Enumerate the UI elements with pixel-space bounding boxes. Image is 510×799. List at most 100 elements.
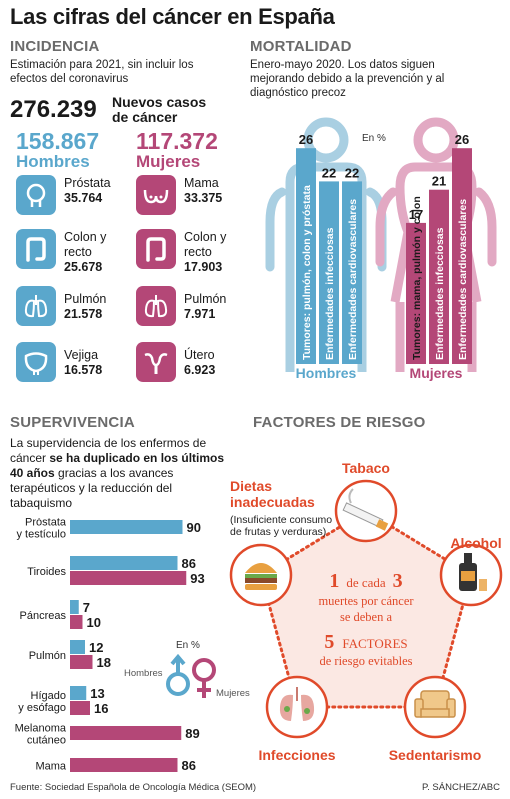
factor-dietas-note: (Insuficiente consumo de frutas y verdur… (230, 514, 333, 538)
supervivencia-heading: SUPERVIVENCIA (10, 414, 135, 431)
surv-bar-1-2 (70, 615, 83, 629)
cigarette-icon (342, 488, 389, 531)
factores-diagram: Tabaco Alcohol Sedentarismo Infecciones … (229, 460, 503, 763)
surv-bar-1-4 (70, 701, 90, 715)
men-organ-3: Pulmón 21.578 (64, 292, 107, 321)
mortalidad-men-label: Hombres (296, 365, 357, 381)
surv-value-0-4: 13 (90, 686, 104, 701)
mortalidad-heading: MORTALIDAD (250, 38, 352, 55)
mortalidad-unit: En % (362, 133, 386, 144)
men-label: Hombres (16, 152, 90, 171)
supervivencia-unit: En % (176, 640, 200, 651)
men-organ-4: Vejiga 16.578 (64, 348, 103, 377)
men-organ-2: Colon y recto 25.678 (64, 230, 107, 274)
footer-credit: P. SÁNCHEZ/ABC (422, 782, 500, 793)
breast-icon (136, 175, 176, 215)
colon-icon (136, 229, 176, 269)
infected-lungs-icon (279, 687, 315, 721)
surv-category-4: Hígado y esófago (18, 690, 66, 714)
lung-icon (16, 286, 56, 326)
mort-bar-0-0 (296, 148, 316, 364)
mortalidad-desc: Enero-mayo 2020. Los datos siguen mejora… (250, 59, 445, 99)
surv-value-0-1: 86 (182, 556, 196, 571)
surv-category-2: Páncreas (20, 610, 67, 622)
lung-icon (136, 286, 176, 326)
center-line2: muertes por cáncer (318, 594, 414, 608)
center-line4: 5 FACTORES (324, 631, 407, 653)
prostate-icon (16, 175, 56, 215)
mort-bar-value-1-2: 26 (455, 132, 469, 147)
mort-bar-label-0-2: Enfermedades cardiovasculares (347, 199, 359, 360)
legend-men: Hombres (124, 668, 163, 679)
surv-bar-1-3 (70, 655, 93, 669)
bladder-icon (16, 342, 56, 382)
surv-value-0-0: 90 (187, 520, 201, 535)
male-symbol-icon (166, 653, 190, 696)
supervivencia-chart: Próstata y testículo 90Tiroides8693Páncrea… (15, 518, 250, 773)
mort-bar-label-0-0: Tumores: pulmón, colon y próstata (301, 185, 313, 360)
surv-category-0: Próstata y testículo (16, 518, 66, 541)
men-total: 158.867 (16, 128, 100, 154)
infecciones-node (265, 675, 329, 739)
factor-tabaco: Tabaco (342, 460, 390, 476)
mort-bar-value-1-1: 21 (432, 174, 446, 189)
factor-sedentarismo: Sedentarismo (389, 747, 482, 763)
women-total: 117.372 (136, 128, 218, 154)
surv-category-6: Mama (35, 761, 66, 773)
surv-bar-1-5 (70, 726, 182, 740)
mort-bar-0-1 (319, 181, 339, 364)
total-cases: 276.239 (10, 96, 97, 123)
mort-bar-value-0-0: 26 (299, 132, 313, 147)
colon-icon (16, 229, 56, 269)
armchair-icon (414, 690, 456, 718)
surv-bar-0-3 (70, 640, 85, 654)
mort-bar-value-0-2: 22 (345, 165, 359, 180)
men-organ-1: Próstata 35.764 (64, 176, 111, 205)
mort-bar-value-1-0: 17 (409, 207, 423, 222)
women-organ-2: Colon y recto 17.903 (184, 230, 227, 274)
surv-bar-0-0 (70, 520, 183, 534)
center-line3: se deben a (340, 610, 393, 624)
mort-bar-1-0 (406, 222, 426, 364)
mort-bar-label-1-1: Enfermedades infecciosas (434, 227, 446, 360)
women-organ-3: Pulmón 7.971 (184, 292, 227, 321)
mortalidad-women-label: Mujeres (410, 365, 463, 381)
factores-heading: FACTORES DE RIESGO (253, 414, 426, 431)
surv-value-1-5: 89 (185, 726, 199, 741)
legend-women: Mujeres (216, 688, 250, 699)
women-label: Mujeres (136, 152, 201, 171)
surv-bar-1-6 (70, 758, 178, 772)
mort-bar-label-0-1: Enfermedades infecciosas (324, 227, 336, 360)
center-line1: 1 de cada 3 (329, 570, 402, 592)
surv-bar-0-2 (70, 600, 79, 614)
surv-bar-1-1 (70, 571, 187, 585)
mort-bar-1-2 (452, 148, 472, 364)
bottle-icon (459, 553, 487, 591)
uterus-icon (136, 342, 176, 382)
mort-bar-value-0-1: 22 (322, 165, 336, 180)
surv-bar-0-4 (70, 686, 87, 700)
factor-alcohol: Alcohol (450, 535, 501, 551)
surv-category-1: Tiroides (27, 566, 66, 578)
mort-bar-1-1 (429, 189, 449, 364)
mort-bar-label-1-2: Enfermedades cardiovasculares (457, 199, 469, 360)
surv-value-1-6: 86 (182, 758, 196, 773)
page-title: Las cifras del cáncer en España (10, 4, 335, 29)
surv-value-1-3: 18 (97, 655, 111, 670)
factor-infecciones: Infecciones (258, 747, 335, 763)
supervivencia-desc: La supervidencia de los enfermos de cánc… (10, 436, 225, 510)
female-symbol-icon (192, 658, 216, 698)
mortalidad-chart: En % 26 Tumores: pulmón, colon y próstata… (265, 117, 497, 381)
burger-icon (245, 563, 277, 590)
surv-category-5: Melanoma cutáneo (15, 723, 67, 747)
incidencia-heading: INCIDENCIA (10, 38, 100, 55)
surv-value-1-2: 10 (87, 615, 101, 630)
women-organ-1: Mama 33.375 (184, 176, 223, 205)
surv-value-1-4: 16 (94, 701, 108, 716)
incidencia-desc: Estimación para 2021, sin incluir los ef… (10, 59, 194, 85)
total-cases-label: Nuevos casos de cáncer (112, 94, 207, 125)
center-line5: de riesgo evitables (319, 654, 412, 668)
surv-bar-0-1 (70, 556, 178, 570)
surv-category-3: Pulmón (29, 650, 66, 662)
mort-bar-label-1-0: Tumores: mama, pulmón y colon (411, 196, 423, 360)
